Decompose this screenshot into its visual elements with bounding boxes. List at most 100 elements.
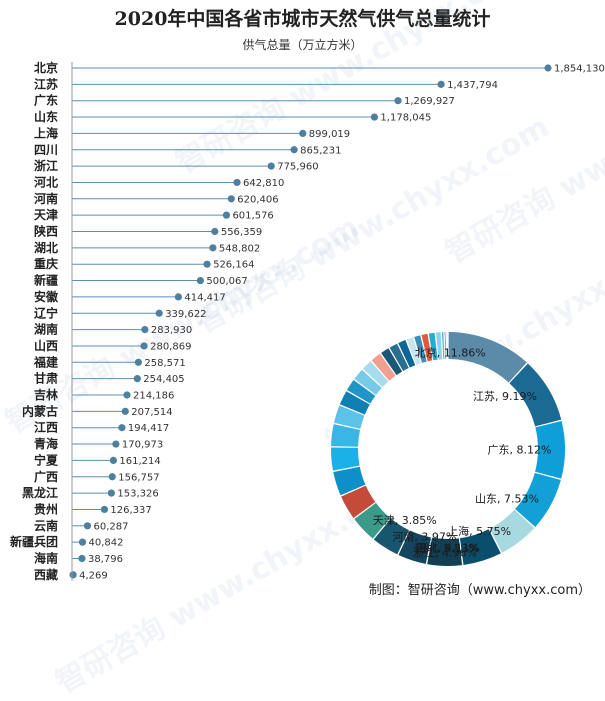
category-label: 河南 [33,191,58,206]
category-label: 辽宁 [34,305,58,320]
value-label: 642,810 [243,178,284,189]
category-label: 内蒙古 [22,403,58,418]
data-point [78,538,87,546]
data-point [133,375,141,383]
donut-slice [398,340,416,368]
category-label: 西藏 [34,567,58,582]
value-label: 339,622 [165,309,206,320]
data-point [209,244,217,252]
donut-label: 广东, 8.12% [488,444,552,457]
donut-slice [414,335,427,363]
data-point [112,440,120,448]
donut-label: 江苏, 9.19% [473,390,537,403]
donut-label: 河北, 4.11% [416,541,480,554]
data-point [222,211,231,219]
donut-slice [331,447,360,471]
donut-slice [427,537,463,567]
value-label: 548,802 [219,243,260,254]
value-label: 254,405 [143,374,184,385]
donut-slice [389,343,409,371]
donut-slice [444,332,446,360]
category-label: 吉林 [34,387,58,402]
data-point [155,309,163,317]
category-label: 重庆 [34,256,58,271]
donut-slice [333,466,366,496]
donut-slice [428,332,438,361]
data-point [174,293,182,301]
value-label: 500,067 [206,276,247,287]
data-point [370,113,379,121]
data-point [78,554,86,563]
data-point [437,80,445,88]
value-label: 1,854,130 [554,64,605,75]
category-label: 上海 [34,125,58,140]
donut-slice [489,509,535,553]
data-point [134,358,142,366]
category-label: 云南 [34,518,58,533]
value-label: 526,164 [213,260,254,271]
value-label: 283,930 [151,325,192,336]
donut-slice [333,405,365,429]
category-label: 河北 [33,174,58,189]
donut-slice [509,363,562,427]
category-label: 安徽 [34,289,59,304]
value-label: 4,269 [79,570,108,581]
donut-slice [446,332,448,360]
data-point [100,505,109,514]
value-label: 156,757 [118,472,159,483]
data-point [267,162,275,170]
source-note: 制图：智研咨询（www.chyxx.com） [368,583,591,598]
category-label: 黑龙江 [22,485,58,500]
donut-slice [535,420,566,479]
value-label: 865,231 [300,145,341,156]
data-point [233,178,241,187]
donut-slice [346,379,376,404]
donut-slice [362,361,389,388]
value-label: 194,417 [128,423,169,434]
donut-label: 四川, 5.53% [415,542,479,555]
data-point [121,407,129,415]
data-point [196,276,204,285]
donut-slice [371,353,396,381]
donut-slice [515,472,561,527]
donut-slice [406,337,422,365]
category-label: 四川 [34,143,58,157]
data-point [83,522,92,530]
chart-canvas: 北京 1,854,130 江苏 1,437,794 广东 1,269,927 山东 1,178… [10,60,605,582]
category-label: 甘肃 [34,371,58,386]
donut-slice [354,369,382,396]
donut-slice [339,391,370,415]
donut-label: 上海, 5.75% [447,524,511,538]
category-label: 浙江 [34,158,58,173]
donut-slice [331,424,361,447]
value-label: 1,269,927 [404,96,455,107]
category-label: 江西 [34,420,58,435]
data-point [227,195,235,203]
category-label: 宁夏 [34,452,59,467]
category-label: 北京 [34,60,58,75]
data-point [107,489,115,497]
value-label: 1,178,045 [380,113,431,124]
donut-slice [398,530,431,564]
data-point [141,326,149,334]
data-point [109,456,117,464]
value-label: 126,337 [110,505,151,516]
donut-slice [435,332,443,360]
value-label: 38,796 [88,554,123,565]
data-point [203,260,211,268]
category-label: 山东 [34,109,58,124]
value-label: 620,406 [237,194,278,205]
category-label: 广东 [34,93,58,108]
category-label: 山西 [34,338,58,353]
category-label: 新疆兵团 [10,534,58,549]
donut-label: 北京, 11.86% [415,346,486,360]
value-label: 161,214 [119,456,160,467]
donut-slice [441,332,445,360]
donut-label: 天津, 3.85% [373,514,437,527]
value-label: 1,437,794 [447,80,498,91]
category-label: 青海 [34,436,58,451]
donut-slice [354,502,391,539]
chart-title: 2020年中国各省市城市天然气供气总量统计 [114,8,491,30]
donut-slice [421,333,433,362]
category-label: 海南 [34,551,58,566]
